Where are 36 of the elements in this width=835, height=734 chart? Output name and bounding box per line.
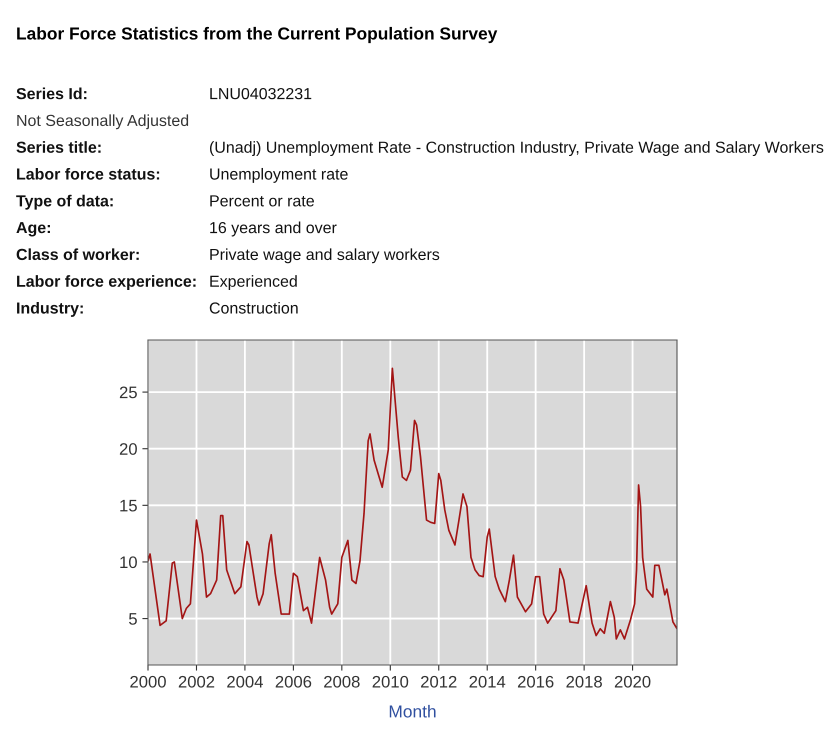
x-axis-title: Month bbox=[390, 704, 436, 718]
chart-title: Labor Force Statistics from the Current Population Survey bbox=[17, 26, 498, 44]
y-tick-label: 25 bbox=[120, 386, 137, 398]
y-tick-label: 20 bbox=[120, 443, 137, 455]
text: Series Id: bbox=[16, 88, 86, 100]
text: Labor force experience: bbox=[17, 275, 196, 290]
text: Percent or rate bbox=[210, 195, 314, 206]
text: LNU04032231 bbox=[210, 88, 312, 100]
text: Age: bbox=[16, 222, 50, 236]
x-tick-label: 2008 bbox=[324, 676, 360, 688]
line-series bbox=[148, 367, 677, 640]
text: Private wage and salary workers bbox=[210, 248, 440, 264]
text: Construction bbox=[210, 302, 298, 314]
y-tick-label: 15 bbox=[120, 500, 137, 512]
text: Series title: bbox=[16, 141, 101, 153]
text: Type of data: bbox=[16, 194, 113, 210]
text: Labor force status: bbox=[17, 168, 160, 180]
x-tick-label: 2002 bbox=[178, 676, 214, 688]
x-tick-label: 2000 bbox=[130, 676, 166, 688]
x-tick-label: 2020 bbox=[614, 676, 650, 688]
x-tick-label: 2016 bbox=[518, 676, 554, 688]
text: Industry: bbox=[17, 302, 83, 317]
text: Class of worker: bbox=[16, 248, 139, 260]
x-tick-label: 2014 bbox=[470, 676, 506, 688]
y-tick-label: 10 bbox=[120, 556, 137, 568]
x-tick-label: 2018 bbox=[566, 676, 602, 688]
text: (Unadj) Unemployment Rate - Construction Industry, Private Wage and Salary Workers bbox=[210, 141, 824, 156]
text: 16 years and over bbox=[210, 222, 337, 236]
y-tick-label: 5 bbox=[128, 613, 137, 625]
x-tick-label: 2012 bbox=[421, 676, 456, 688]
x-tick-label: 2006 bbox=[276, 676, 312, 688]
text: Not Seasonally Adjusted bbox=[17, 114, 188, 130]
text: Experienced bbox=[210, 275, 297, 290]
text: Unemployment rate bbox=[210, 168, 348, 183]
x-tick-label: 2010 bbox=[372, 676, 408, 688]
x-tick-label: 2004 bbox=[227, 676, 263, 688]
